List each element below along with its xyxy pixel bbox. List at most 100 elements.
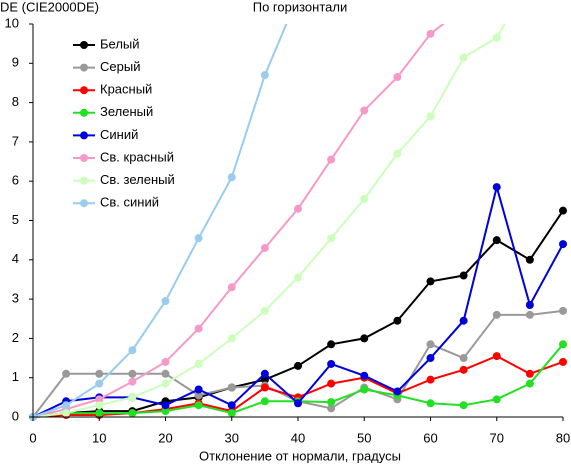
data-point bbox=[95, 369, 104, 378]
data-point bbox=[194, 324, 203, 333]
data-point bbox=[426, 29, 435, 38]
data-point bbox=[360, 371, 369, 380]
data-point bbox=[260, 306, 269, 315]
data-point bbox=[327, 155, 336, 164]
data-point bbox=[294, 204, 302, 213]
data-point bbox=[459, 354, 468, 363]
data-point bbox=[95, 379, 104, 388]
x-tick-label: 20 bbox=[158, 430, 172, 445]
data-point bbox=[128, 346, 137, 355]
data-point bbox=[128, 369, 137, 378]
legend-label: Синий bbox=[100, 127, 138, 142]
plot-area bbox=[29, 24, 567, 421]
x-tick-label: 0 bbox=[29, 430, 36, 445]
data-point bbox=[194, 359, 203, 368]
data-point bbox=[327, 404, 336, 413]
data-point bbox=[459, 365, 468, 374]
data-point bbox=[194, 391, 203, 400]
data-point bbox=[426, 112, 435, 121]
data-point bbox=[492, 183, 501, 192]
data-point bbox=[492, 33, 501, 42]
legend-marker bbox=[80, 63, 88, 72]
legend-marker bbox=[80, 131, 88, 140]
series-line bbox=[32, 24, 506, 418]
y-tick-label: 3 bbox=[12, 291, 19, 306]
data-point bbox=[260, 369, 269, 378]
legend-marker bbox=[80, 108, 88, 117]
data-point bbox=[62, 401, 71, 410]
data-point bbox=[525, 369, 534, 378]
y-tick-label: 6 bbox=[12, 173, 19, 188]
legend-label: Зеленый bbox=[100, 104, 153, 119]
data-point bbox=[327, 234, 336, 243]
y-tick-label: 7 bbox=[12, 133, 19, 148]
data-point bbox=[360, 106, 369, 115]
data-point bbox=[260, 244, 269, 253]
data-point bbox=[227, 173, 236, 182]
data-point bbox=[194, 401, 203, 410]
data-point bbox=[294, 399, 302, 408]
data-point bbox=[161, 407, 170, 416]
data-point bbox=[260, 383, 269, 392]
data-point bbox=[95, 395, 104, 404]
data-point bbox=[459, 316, 468, 325]
data-point bbox=[492, 310, 501, 319]
y-tick-label: 2 bbox=[12, 330, 19, 345]
data-point bbox=[227, 383, 236, 392]
data-point bbox=[559, 306, 567, 315]
x-tick-label: 40 bbox=[291, 430, 305, 445]
y-axis-label: DE (CIE2000DE) bbox=[0, 0, 99, 14]
data-point bbox=[492, 352, 501, 361]
data-point bbox=[393, 316, 402, 325]
data-point bbox=[360, 385, 369, 394]
data-point bbox=[62, 369, 71, 378]
data-point bbox=[194, 385, 203, 394]
data-point bbox=[393, 387, 402, 396]
legend-marker bbox=[80, 199, 88, 208]
data-point bbox=[161, 379, 170, 388]
data-point bbox=[227, 401, 236, 410]
data-point bbox=[327, 340, 336, 349]
y-tick-label: 1 bbox=[12, 369, 19, 384]
data-point bbox=[260, 375, 269, 384]
y-tick-label: 4 bbox=[12, 251, 19, 266]
data-point bbox=[227, 409, 236, 418]
data-point bbox=[426, 399, 435, 408]
y-tick-label: 5 bbox=[12, 212, 19, 227]
y-tick-label: 9 bbox=[12, 55, 19, 70]
series-line bbox=[32, 24, 445, 418]
legend-label: Серый bbox=[100, 59, 140, 74]
data-point bbox=[128, 393, 137, 402]
legend-marker bbox=[80, 41, 88, 49]
data-point bbox=[161, 401, 170, 410]
legend-marker bbox=[80, 176, 88, 185]
data-point bbox=[95, 401, 104, 410]
data-point bbox=[227, 283, 236, 292]
data-point bbox=[128, 377, 137, 386]
legend-marker bbox=[80, 154, 88, 162]
data-point bbox=[194, 234, 203, 243]
data-point bbox=[492, 395, 501, 404]
data-point bbox=[95, 409, 104, 418]
data-point bbox=[459, 271, 468, 280]
data-point bbox=[294, 273, 302, 282]
data-point bbox=[426, 277, 435, 286]
data-point bbox=[161, 297, 170, 306]
data-point bbox=[426, 354, 435, 363]
data-point bbox=[559, 357, 567, 366]
data-point bbox=[559, 240, 567, 249]
x-tick-label: 10 bbox=[92, 430, 106, 445]
x-tick-label: 60 bbox=[423, 430, 437, 445]
data-point bbox=[360, 194, 369, 203]
data-point bbox=[260, 397, 269, 406]
data-point bbox=[459, 401, 468, 410]
data-point bbox=[327, 379, 336, 388]
data-point bbox=[260, 71, 269, 80]
x-tick-label: 80 bbox=[556, 430, 570, 445]
legend-label: Св. красный bbox=[100, 149, 174, 164]
chart-title: По горизонтали bbox=[253, 0, 347, 14]
x-tick-label: 50 bbox=[357, 430, 371, 445]
data-point bbox=[227, 334, 236, 343]
